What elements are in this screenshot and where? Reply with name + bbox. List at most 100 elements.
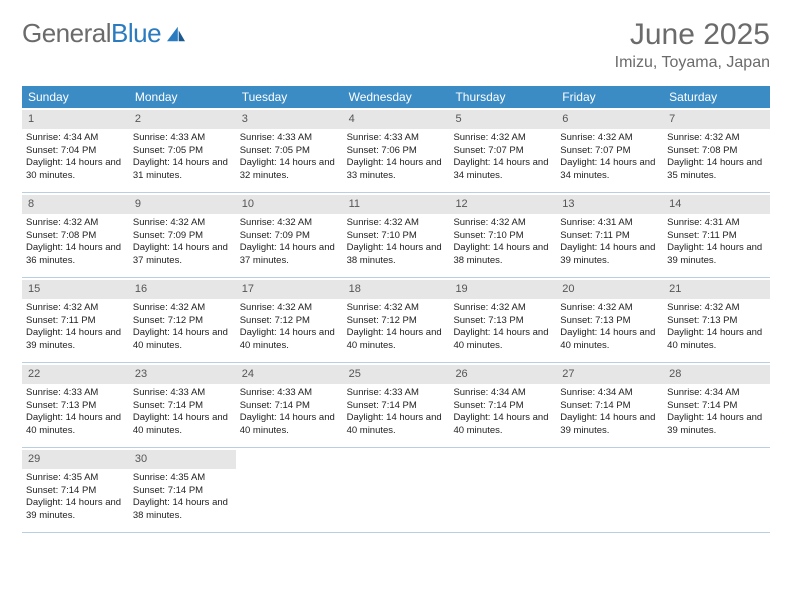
day-number: 20 [556,280,663,299]
sunset-line: Sunset: 7:06 PM [347,145,446,158]
day-number: 26 [449,365,556,384]
sunrise-line: Sunrise: 4:32 AM [347,217,446,230]
sunrise-line: Sunrise: 4:33 AM [240,132,339,145]
daylight-line: Daylight: 14 hours and 39 minutes. [560,242,659,268]
day-cell: 25Sunrise: 4:33 AMSunset: 7:14 PMDayligh… [343,363,450,447]
dayname-thursday: Thursday [449,86,556,108]
week-row: 15Sunrise: 4:32 AMSunset: 7:11 PMDayligh… [22,278,770,363]
sunrise-line: Sunrise: 4:32 AM [453,217,552,230]
day-number: 8 [22,195,129,214]
logo-word-1: General [22,18,111,48]
dayname-wednesday: Wednesday [343,86,450,108]
sunrise-line: Sunrise: 4:31 AM [667,217,766,230]
dayname-tuesday: Tuesday [236,86,343,108]
daylight-line: Daylight: 14 hours and 40 minutes. [240,412,339,438]
sunset-line: Sunset: 7:14 PM [240,400,339,413]
sunrise-line: Sunrise: 4:35 AM [133,472,232,485]
daylight-line: Daylight: 14 hours and 31 minutes. [133,157,232,183]
day-number: 3 [236,110,343,129]
day-cell: 8Sunrise: 4:32 AMSunset: 7:08 PMDaylight… [22,193,129,277]
sunrise-line: Sunrise: 4:32 AM [667,302,766,315]
logo: GeneralBlue [22,18,187,49]
dayname-friday: Friday [556,86,663,108]
daylight-line: Daylight: 14 hours and 38 minutes. [347,242,446,268]
daylight-line: Daylight: 14 hours and 40 minutes. [453,327,552,353]
day-cell: 4Sunrise: 4:33 AMSunset: 7:06 PMDaylight… [343,108,450,192]
page-header: GeneralBlue June 2025 Imizu, Toyama, Jap… [22,18,770,72]
daylight-line: Daylight: 14 hours and 36 minutes. [26,242,125,268]
sunrise-line: Sunrise: 4:32 AM [26,302,125,315]
sunset-line: Sunset: 7:09 PM [133,230,232,243]
title-block: June 2025 Imizu, Toyama, Japan [615,18,770,72]
sunrise-line: Sunrise: 4:32 AM [347,302,446,315]
daylight-line: Daylight: 14 hours and 39 minutes. [667,412,766,438]
day-cell: 12Sunrise: 4:32 AMSunset: 7:10 PMDayligh… [449,193,556,277]
day-number: 18 [343,280,450,299]
daylight-line: Daylight: 14 hours and 30 minutes. [26,157,125,183]
day-number: 30 [129,450,236,469]
day-cell: 3 Sunrise: 4:33 AMSunset: 7:05 PMDaylight… [236,108,343,192]
sunset-line: Sunset: 7:05 PM [240,145,339,158]
day-cell: 21 Sunrise: 4:32 AMSunset: 7:13 PMDayligh… [663,278,770,362]
daylight-line: Daylight: 14 hours and 39 minutes. [26,497,125,523]
day-number: 23 [129,365,236,384]
day-number: 15 [22,280,129,299]
week-row: 8Sunrise: 4:32 AMSunset: 7:08 PMDaylight… [22,193,770,278]
daylight-line: Daylight: 14 hours and 40 minutes. [133,412,232,438]
day-cell: 7Sunrise: 4:32 AMSunset: 7:08 PMDaylight… [663,108,770,192]
sunset-line: Sunset: 7:08 PM [26,230,125,243]
day-number: 1 [22,110,129,129]
day-number: 19 [449,280,556,299]
sunrise-line: Sunrise: 4:32 AM [133,302,232,315]
day-number: 11 [343,195,450,214]
sunset-line: Sunset: 7:13 PM [453,315,552,328]
daylight-line: Daylight: 14 hours and 37 minutes. [133,242,232,268]
daylight-line: Daylight: 14 hours and 40 minutes. [240,327,339,353]
day-cell: 19Sunrise: 4:32 AMSunset: 7:13 PMDayligh… [449,278,556,362]
daylight-line: Daylight: 14 hours and 40 minutes. [133,327,232,353]
day-cell: 30Sunrise: 4:35 AMSunset: 7:14 PMDayligh… [129,448,236,532]
day-number: 28 [663,365,770,384]
day-cell: 26Sunrise: 4:34 AMSunset: 7:14 PMDayligh… [449,363,556,447]
sunset-line: Sunset: 7:07 PM [453,145,552,158]
day-number: 4 [343,110,450,129]
sunrise-line: Sunrise: 4:32 AM [240,217,339,230]
sunset-line: Sunset: 7:12 PM [133,315,232,328]
sunset-line: Sunset: 7:14 PM [133,400,232,413]
month-title: June 2025 [615,18,770,52]
day-number: 13 [556,195,663,214]
daylight-line: Daylight: 14 hours and 32 minutes. [240,157,339,183]
day-number: 6 [556,110,663,129]
sunset-line: Sunset: 7:13 PM [667,315,766,328]
daylight-line: Daylight: 14 hours and 38 minutes. [133,497,232,523]
day-cell: 18Sunrise: 4:32 AMSunset: 7:12 PMDayligh… [343,278,450,362]
day-number: 14 [663,195,770,214]
day-cell: 6Sunrise: 4:32 AMSunset: 7:07 PMDaylight… [556,108,663,192]
day-cell: 27Sunrise: 4:34 AMSunset: 7:14 PMDayligh… [556,363,663,447]
sunset-line: Sunset: 7:04 PM [26,145,125,158]
sunset-line: Sunset: 7:14 PM [667,400,766,413]
sunrise-line: Sunrise: 4:32 AM [240,302,339,315]
daylight-line: Daylight: 14 hours and 39 minutes. [26,327,125,353]
daylight-line: Daylight: 14 hours and 40 minutes. [667,327,766,353]
sail-icon [165,25,187,43]
sunset-line: Sunset: 7:10 PM [453,230,552,243]
day-number: 29 [22,450,129,469]
day-cell: 2Sunrise: 4:33 AMSunset: 7:05 PMDaylight… [129,108,236,192]
day-cell: 11Sunrise: 4:32 AMSunset: 7:10 PMDayligh… [343,193,450,277]
sunrise-line: Sunrise: 4:33 AM [26,387,125,400]
day-cell: 24Sunrise: 4:33 AMSunset: 7:14 PMDayligh… [236,363,343,447]
day-number: 25 [343,365,450,384]
day-cell: 15Sunrise: 4:32 AMSunset: 7:11 PMDayligh… [22,278,129,362]
day-cell: 29Sunrise: 4:35 AMSunset: 7:14 PMDayligh… [22,448,129,532]
calendar: Sunday Monday Tuesday Wednesday Thursday… [22,86,770,533]
daylight-line: Daylight: 14 hours and 39 minutes. [560,412,659,438]
day-number: 21 [663,280,770,299]
sunrise-line: Sunrise: 4:34 AM [26,132,125,145]
sunset-line: Sunset: 7:08 PM [667,145,766,158]
sunset-line: Sunset: 7:14 PM [560,400,659,413]
day-cell: 5Sunrise: 4:32 AMSunset: 7:07 PMDaylight… [449,108,556,192]
day-cell: 17Sunrise: 4:32 AMSunset: 7:12 PMDayligh… [236,278,343,362]
sunrise-line: Sunrise: 4:32 AM [560,132,659,145]
daylight-line: Daylight: 14 hours and 38 minutes. [453,242,552,268]
